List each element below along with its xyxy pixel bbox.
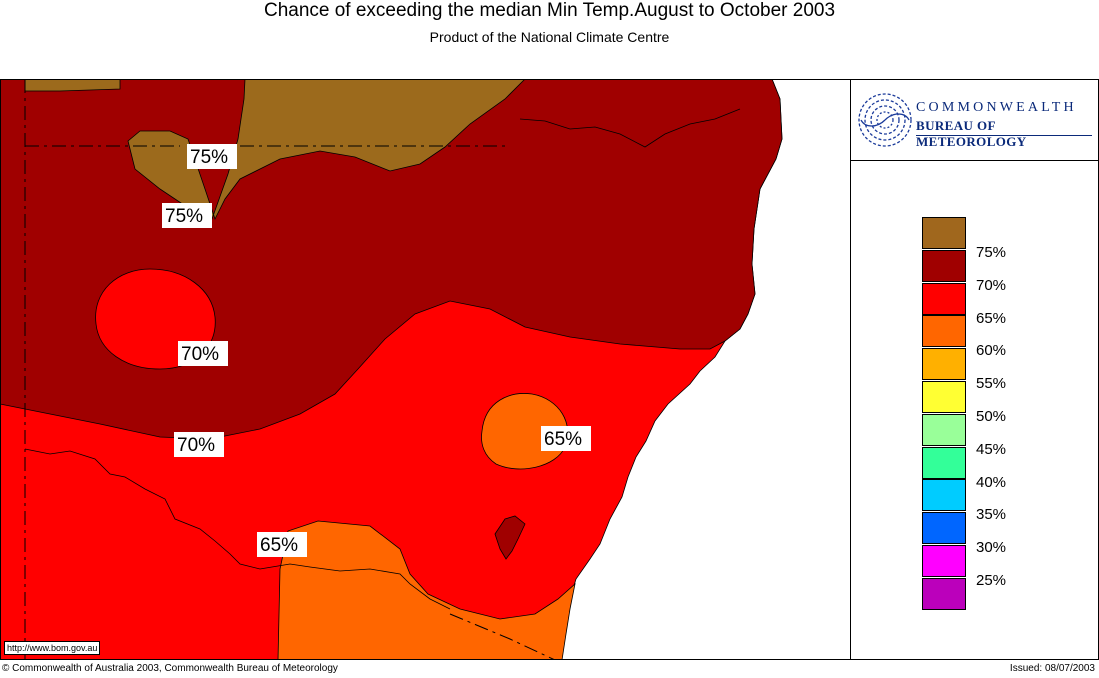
contour-label-75-b: 75% [165, 206, 203, 227]
legend-label: 70% [976, 276, 1007, 294]
legend-swatch [922, 413, 966, 446]
contour-label-box [187, 144, 237, 169]
legend-swatch [922, 446, 966, 479]
legend-swatches [922, 217, 966, 611]
legend-label: 55% [976, 375, 1007, 393]
legend-label: 50% [976, 408, 1007, 425]
bom-logo: COMMONWEALTH BUREAU OF METEOROLOGY [853, 90, 1097, 152]
contour-label-75-a: 75% [190, 147, 228, 168]
legend-label: 65% [976, 309, 1007, 327]
legend-swatch [922, 217, 966, 249]
legend-swatch [922, 479, 966, 512]
contour-label-box [178, 341, 228, 366]
chart-title: Chance of exceeding the median Min Temp.… [263, 0, 836, 21]
legend-label: 30% [976, 539, 1007, 557]
chart-subtitle: Product of the National Climate Centre [429, 29, 670, 45]
legend-label: 40% [976, 473, 1007, 491]
river-line [24, 448, 451, 610]
website-url[interactable]: http://www.bom.gov.au [4, 641, 101, 655]
legend-swatch [922, 380, 966, 413]
legend-label: 45% [976, 440, 1007, 458]
logo-line-1: COMMONWEALTH [916, 100, 1077, 115]
lake-outline [494, 515, 526, 560]
logo-line-2: BUREAU OF METEOROLOGY [916, 118, 1027, 149]
contour-label-65-a: 65% [544, 429, 582, 450]
contour-label-65-b: 65% [260, 535, 298, 556]
coast-detail [519, 108, 741, 148]
swirl-emblem-icon [858, 93, 912, 147]
issued-date: Issued: 08/07/2003 [1009, 663, 1095, 674]
state-border-south [449, 613, 556, 660]
legend-swatch [922, 348, 966, 381]
logo-divider [850, 160, 1099, 161]
contour-label-70-b: 70% [177, 435, 215, 456]
legend-label: 25% [976, 572, 1007, 589]
legend-swatch [922, 577, 966, 610]
legend-swatch [922, 512, 966, 545]
contour-label-box [174, 432, 224, 457]
logo-rule [916, 135, 1092, 136]
panel-divider [850, 79, 851, 660]
contour-label-box [162, 203, 212, 228]
probability-map: 75% 75% 70% 70% 65% 65% [0, 79, 850, 660]
contour-label-70-a: 70% [181, 344, 219, 365]
contour-labels: 75% 75% 70% 70% 65% 65% [162, 144, 591, 557]
legend-swatch [922, 249, 966, 282]
legend-swatch [922, 315, 966, 348]
legend-label: 35% [976, 506, 1007, 524]
contour-label-box [257, 532, 307, 557]
contour-label-box [541, 426, 591, 451]
legend-label: 60% [976, 342, 1007, 360]
legend-label: 75% [976, 244, 1007, 261]
legend-swatch [922, 544, 966, 577]
copyright-text: © Commonwealth of Australia 2003, Common… [2, 663, 338, 674]
zone-60-percent-south [277, 520, 576, 660]
legend-swatch [922, 282, 966, 315]
